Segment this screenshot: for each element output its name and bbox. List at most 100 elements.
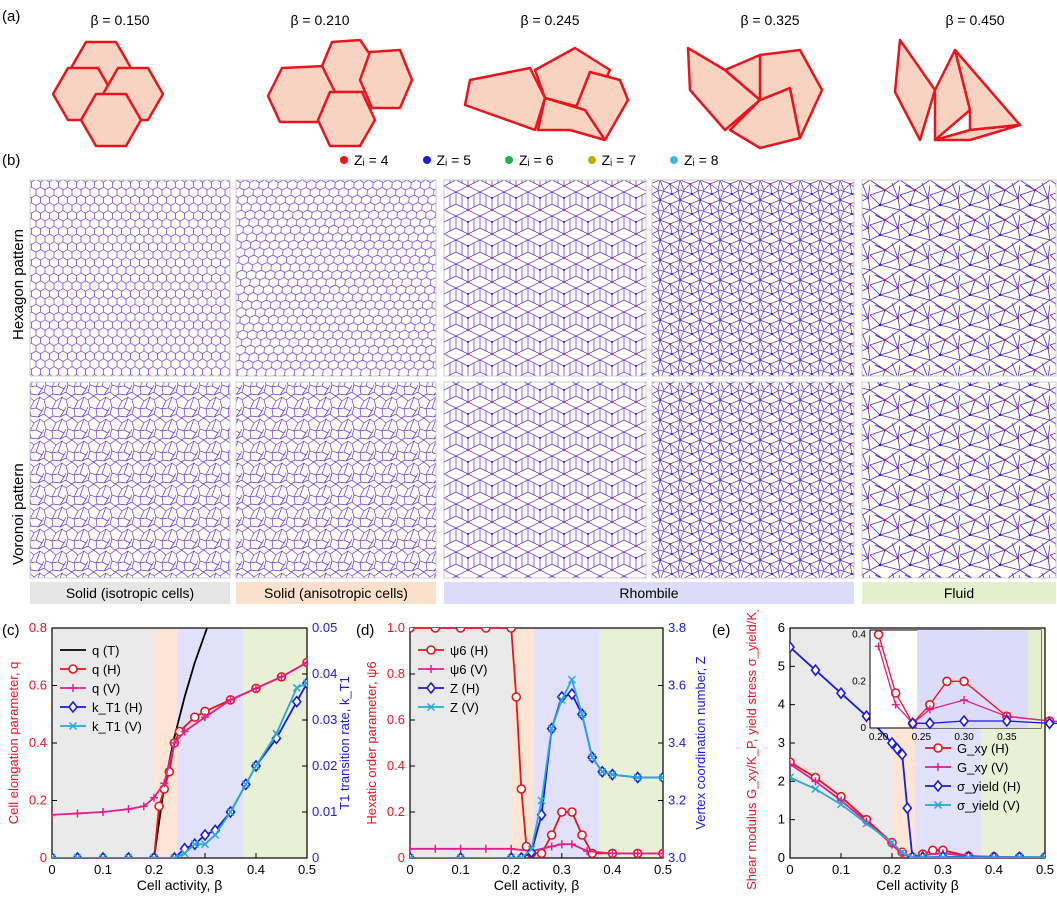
y-tick-label: 0 bbox=[40, 850, 47, 865]
zi-legend-item: Zᵢ = 7 bbox=[587, 152, 636, 168]
tile-hex-rhombile-2 bbox=[651, 179, 855, 377]
legend-label: k_T1 (H) bbox=[92, 700, 143, 715]
inset-line bbox=[877, 634, 1057, 725]
data-point bbox=[455, 628, 466, 633]
data-point bbox=[291, 695, 302, 708]
y2-tick-label: 3.2 bbox=[668, 793, 686, 808]
data-point bbox=[277, 672, 286, 681]
data-point bbox=[898, 848, 907, 857]
inset-y-tick: 0.4 bbox=[852, 630, 866, 641]
data-point bbox=[200, 840, 210, 849]
data-point bbox=[1001, 714, 1012, 728]
inset-region bbox=[917, 630, 1029, 728]
data-point bbox=[1015, 853, 1024, 858]
panel-label-e: (e) bbox=[712, 622, 731, 639]
data-point bbox=[516, 784, 527, 794]
data-point bbox=[170, 853, 179, 858]
data-point bbox=[873, 629, 884, 640]
data-point bbox=[67, 700, 79, 714]
phase-region bbox=[52, 628, 154, 858]
zi-legend: Zᵢ = 4 Zᵢ = 5 Zᵢ = 6 Zᵢ = 7 Zᵢ = 8 bbox=[340, 152, 753, 168]
y-tick-label: 2 bbox=[778, 773, 785, 788]
x-tick-label: 0.3 bbox=[553, 862, 571, 877]
data-point bbox=[252, 684, 260, 693]
data-point bbox=[251, 761, 261, 771]
tile-hex-fluid bbox=[861, 179, 1057, 377]
x-axis-label: Cell activity, β bbox=[494, 877, 580, 893]
y-axis-label: Hexatic order parameter, ψ6 bbox=[364, 661, 379, 824]
legend-label: q (T) bbox=[92, 643, 119, 658]
y2-tick-label: 0.02 bbox=[312, 758, 337, 773]
data-point bbox=[598, 767, 607, 776]
phase-region bbox=[533, 628, 600, 858]
zi-legend-item: Zᵢ = 8 bbox=[670, 152, 719, 168]
y2-tick-label: 3.0 bbox=[668, 850, 686, 865]
panel-label-d: (d) bbox=[356, 622, 375, 639]
data-point bbox=[932, 779, 944, 793]
data-point bbox=[150, 793, 158, 802]
data-point bbox=[835, 686, 847, 700]
x-tick-label: 0.5 bbox=[1036, 862, 1054, 877]
data-point bbox=[891, 700, 900, 709]
data-point bbox=[1040, 853, 1045, 858]
chart-2: 0 0.1 0.2 0.3 0.4 0.5 0 0.2 0.4 0.6 0.8 1.0 3.0 3.2 3.… bbox=[364, 620, 708, 893]
data-point bbox=[874, 642, 883, 651]
data-point bbox=[149, 853, 159, 858]
data-point bbox=[52, 853, 57, 858]
inset-y-tick: 0 bbox=[860, 723, 866, 734]
data-point bbox=[226, 695, 235, 704]
x-tick-label: 0.5 bbox=[654, 862, 672, 877]
shape-beta-2: β = 0.210 bbox=[290, 12, 350, 28]
data-point bbox=[506, 628, 516, 633]
series-line bbox=[52, 682, 307, 858]
x-tick-label: 0.3 bbox=[196, 862, 214, 877]
legend-label: Z (V) bbox=[450, 700, 479, 715]
data-point bbox=[410, 628, 415, 633]
phase-bar-solid-anisotropic: Solid (anisotropic cells) bbox=[236, 582, 436, 604]
panel-label-b: (b) bbox=[2, 152, 21, 169]
y-tick-label: 0.8 bbox=[387, 666, 405, 681]
data-point bbox=[933, 743, 943, 753]
y-axis-label: Cell elongation parameter, q bbox=[6, 662, 21, 825]
y-tick-label: 0.4 bbox=[387, 758, 405, 773]
y-tick-label: 0 bbox=[398, 850, 405, 865]
x-axis-label: Cell activity β bbox=[876, 877, 959, 893]
x-axis-label: Cell activity, β bbox=[137, 877, 223, 893]
y2-tick-label: 0.04 bbox=[312, 666, 337, 681]
zi6-dot-icon bbox=[505, 156, 513, 164]
y-axis-label: Shear modulus G_xy/K_P, yield stress σ_y… bbox=[744, 610, 759, 890]
x-tick-label: 0.1 bbox=[452, 862, 470, 877]
data-point bbox=[557, 695, 566, 704]
data-point bbox=[902, 801, 913, 815]
data-point bbox=[241, 780, 250, 789]
data-point bbox=[567, 807, 577, 817]
y2-tick-label: 0.03 bbox=[312, 712, 337, 727]
data-point bbox=[861, 709, 872, 723]
data-point bbox=[964, 853, 973, 858]
chart-3: 0 0.1 0.2 0.3 0.4 0.5 0 1 2 3 4 5 6 Cell activity β Sh… bbox=[744, 610, 1057, 893]
shape-3 bbox=[463, 46, 630, 142]
data-point bbox=[201, 713, 209, 722]
data-point bbox=[567, 675, 576, 684]
x-tick-label: 0.2 bbox=[145, 862, 163, 877]
data-point bbox=[836, 800, 846, 809]
y2-axis-label: T1 transition rate, k_T1 bbox=[337, 676, 352, 810]
data-point bbox=[547, 842, 556, 851]
y2-axis-label: Vertex coordination number, Z bbox=[693, 656, 708, 829]
data-point bbox=[303, 658, 307, 667]
data-point bbox=[425, 681, 437, 695]
tile-vor-rhombile-2 bbox=[651, 381, 855, 579]
y2-tick-label: 3.8 bbox=[668, 620, 686, 635]
inset-region bbox=[1028, 630, 1041, 728]
phase-region bbox=[176, 628, 244, 858]
data-point bbox=[577, 830, 587, 840]
data-point bbox=[658, 773, 663, 782]
data-point bbox=[588, 753, 597, 762]
inset-x-tick: 0.25 bbox=[912, 732, 932, 743]
zi-legend-item: Zᵢ = 6 bbox=[505, 152, 554, 168]
data-point bbox=[302, 679, 307, 688]
phase-bar-solid-isotropic: Solid (isotropic cells) bbox=[30, 582, 230, 604]
data-point bbox=[292, 683, 301, 692]
data-point bbox=[52, 810, 56, 819]
data-point bbox=[170, 739, 179, 747]
